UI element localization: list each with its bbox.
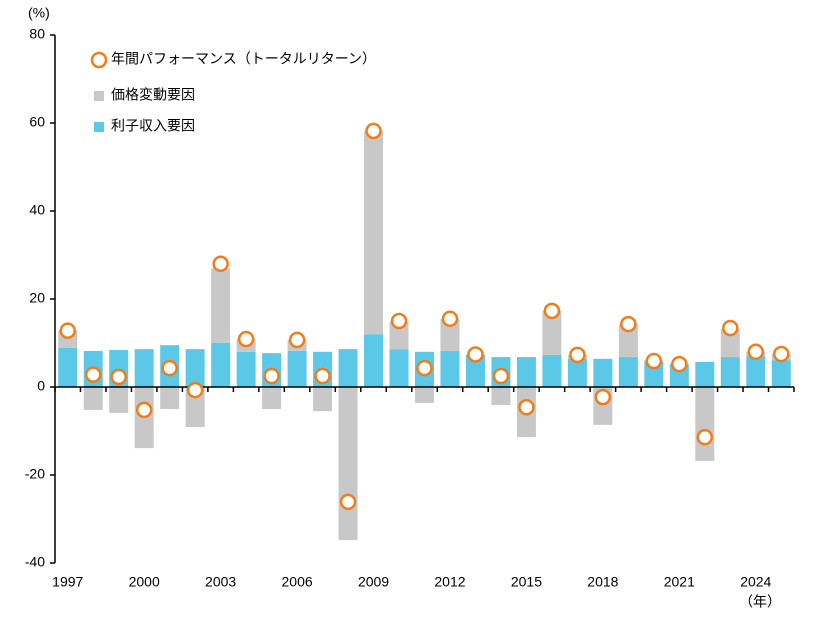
bar-segment (695, 387, 715, 461)
bar-segment (389, 349, 409, 387)
total-marker (314, 367, 331, 385)
legend-label: 価格変動要因 (111, 87, 195, 103)
bar-segment (516, 357, 536, 387)
bar-segment (134, 349, 154, 387)
bar-segment (83, 387, 103, 410)
total-marker (569, 346, 586, 364)
bar-segment (364, 130, 384, 335)
total-marker (518, 398, 535, 416)
total-marker (467, 346, 484, 363)
bar-segment (440, 318, 460, 351)
y-tick-label: -20 (25, 466, 45, 482)
y-tick-label: 0 (37, 378, 45, 394)
total-marker (365, 122, 382, 140)
bar-segment (211, 268, 231, 343)
total-marker (645, 352, 663, 370)
x-tick-label: 2018 (587, 574, 618, 590)
total-marker (492, 367, 510, 385)
total-marker (84, 366, 102, 383)
bar-segment (364, 334, 384, 387)
x-tick-label: 2012 (434, 574, 465, 590)
bar-segment (593, 358, 613, 387)
y-tick-label: 20 (29, 290, 45, 306)
legend-label: 年間パフォーマンス（トータルリターン） (111, 51, 376, 67)
bar-segment (542, 354, 562, 387)
bar-segment (771, 360, 791, 387)
bar-segment (287, 350, 307, 387)
bar-segment (389, 321, 409, 350)
legend-swatch (94, 122, 104, 132)
x-tick-label: 1997 (52, 574, 83, 590)
y-tick-label: -40 (25, 554, 45, 570)
legend-swatch (94, 91, 104, 101)
y-tick-label: 60 (29, 114, 45, 130)
total-marker (696, 428, 714, 446)
total-marker (161, 359, 178, 377)
total-marker (416, 359, 433, 377)
bar-segment (542, 310, 562, 355)
x-unit-label: （年） (739, 594, 781, 610)
bar-segment (567, 358, 587, 387)
total-marker (390, 312, 408, 330)
bar-segment (338, 349, 358, 387)
x-tick-label: 2024 (740, 574, 771, 590)
y-tick-label: 80 (29, 26, 45, 42)
total-marker (543, 302, 561, 320)
total-marker (288, 331, 306, 349)
bar-segment (211, 343, 231, 387)
bar-segment (618, 357, 638, 387)
total-marker (747, 343, 765, 361)
total-marker (237, 330, 255, 348)
total-marker (671, 355, 688, 373)
bar-segment (58, 347, 78, 387)
total-marker (212, 255, 229, 273)
x-tick-label: 2021 (664, 574, 695, 590)
bar-segment (720, 328, 740, 358)
bar-segment (185, 387, 205, 428)
y-tick-label: 40 (29, 202, 45, 218)
bar-segment (185, 349, 205, 387)
total-marker (186, 381, 204, 399)
y-unit-label: (%) (28, 5, 50, 21)
bar-segment (415, 387, 434, 403)
bar-segment (338, 387, 358, 541)
x-tick-label: 2009 (358, 574, 389, 590)
bar-segment (644, 361, 664, 387)
bar-segment (618, 324, 638, 358)
bar-segment (720, 357, 740, 387)
total-marker (594, 388, 612, 406)
bar-segment (236, 351, 256, 387)
total-marker (339, 493, 357, 511)
bar-segment (440, 350, 460, 387)
x-tick-label: 2003 (205, 574, 236, 590)
total-marker (620, 315, 637, 333)
total-marker (135, 401, 153, 419)
bar-segment (695, 361, 715, 387)
bar-segment (262, 387, 282, 409)
total-marker (722, 319, 739, 337)
total-marker (773, 345, 790, 363)
x-tick-label: 2006 (282, 574, 313, 590)
bar-segment (160, 387, 180, 409)
bar-segment (109, 387, 129, 413)
total-marker (110, 368, 127, 386)
legend-marker (90, 51, 108, 69)
x-tick-label: 2015 (511, 574, 542, 590)
bar-segment (465, 354, 485, 387)
bar-segment (746, 356, 766, 387)
bar-segment (313, 387, 333, 412)
legend-label: 利子収入要因 (111, 118, 195, 134)
total-marker (59, 322, 76, 339)
bar-segment (491, 387, 511, 406)
total-marker (441, 310, 459, 328)
total-marker (263, 367, 280, 385)
x-tick-label: 2000 (129, 574, 160, 590)
